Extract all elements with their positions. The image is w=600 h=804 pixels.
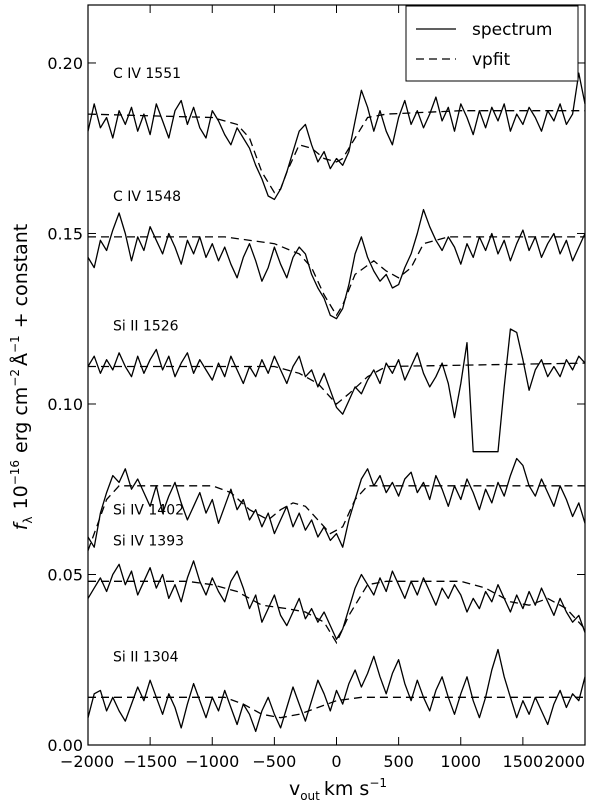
vpfit-curve <box>88 580 586 645</box>
vpfit-curve <box>87 485 585 551</box>
x-tick-label: −2000 <box>60 752 114 771</box>
spectrum-curve <box>87 648 586 733</box>
x-tick-label: −1500 <box>123 752 177 771</box>
x-axis-label-exp: −1 <box>369 776 387 790</box>
y-tick-label: 0.05 <box>47 565 83 584</box>
line-label: Si IV 1393 <box>113 533 184 549</box>
x-tick-label: 1500 <box>503 752 544 771</box>
line-label: C IV 1548 <box>113 189 181 205</box>
y-tick-label: 0.15 <box>47 224 83 243</box>
legend-spectrum-label: spectrum <box>472 20 552 40</box>
y-tick-label: 0.10 <box>47 395 83 414</box>
line-label: Si II 1526 <box>113 318 179 334</box>
legend: spectrum vpfit <box>405 5 579 82</box>
x-axis-label-sub: out <box>300 789 320 803</box>
spectrum-curve <box>87 72 586 201</box>
spectrum-curve <box>87 208 586 320</box>
y-axis-label: fλ10−16erg cm−2Å−1+ constant <box>8 224 35 531</box>
y-tick-label: 0.20 <box>47 54 83 73</box>
vpfit-curve <box>87 110 585 194</box>
x-tick-label: 2000 <box>544 752 585 771</box>
vpfit-curve <box>88 236 585 317</box>
x-axis-label: vout km s−1 <box>289 776 387 803</box>
curve-layer <box>87 72 586 733</box>
line-label: C IV 1551 <box>113 66 181 82</box>
vpfit-curve <box>88 362 586 405</box>
y-tick-label: 0.00 <box>47 736 83 755</box>
x-tick-label: −500 <box>252 752 296 771</box>
x-tick-label: −1000 <box>185 752 239 771</box>
line-label: Si IV 1402 <box>113 503 184 519</box>
x-tick-label: 0 <box>331 752 341 771</box>
tick-layer: −2000 −1500 −1000 −500 0 500 1000 1500 2000 0.00 0… <box>47 5 586 771</box>
vpfit-curve <box>88 696 585 719</box>
legend-box <box>405 5 579 82</box>
line-label: Si II 1304 <box>113 649 179 665</box>
legend-vpfit-label: vpfit <box>472 50 511 70</box>
line-label-layer: C IV 1551 C IV 1548 Si II 1526 Si IV 1402 Si… <box>113 66 184 665</box>
spectrum-curve <box>87 560 586 640</box>
plot-frame <box>87 4 586 746</box>
x-tick-label: 1000 <box>440 752 481 771</box>
x-tick-label: 500 <box>383 752 414 771</box>
spectrum-curve <box>87 328 586 453</box>
spectrum-curve <box>87 457 586 548</box>
